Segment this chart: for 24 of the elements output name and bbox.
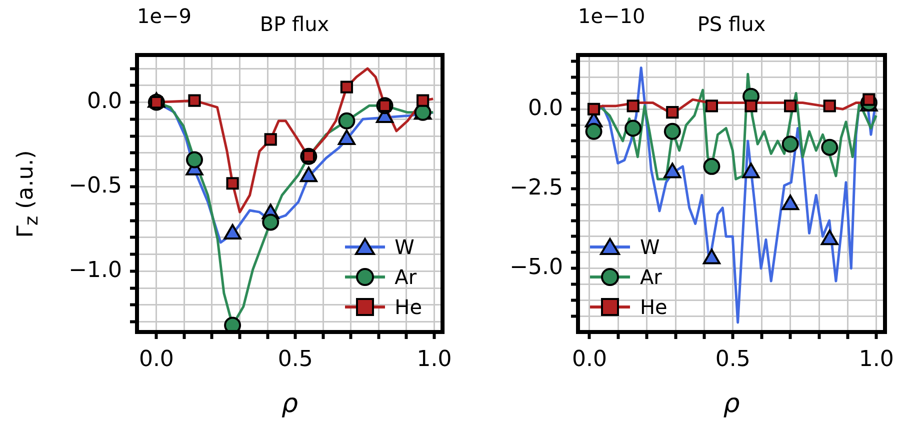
x-axis-title: ρ: [282, 389, 299, 420]
y-tick-label: −5.0: [510, 255, 563, 280]
legend-label: He: [640, 294, 668, 321]
legend-label: Ar: [394, 264, 417, 291]
chart-title: BP flux: [260, 12, 330, 36]
text: 1e−9: [137, 4, 192, 28]
y-tick-label: −2.5: [510, 175, 563, 200]
chart-title: PS flux: [697, 12, 766, 36]
y-tick-label: 0.0: [528, 96, 563, 121]
text: 1e−10: [578, 4, 646, 28]
y-tick-label: −0.5: [68, 173, 122, 198]
y-tick-label: 0.0: [87, 89, 122, 114]
x-tick-label: 1.0: [416, 346, 452, 372]
y-tick-label: −1.0: [68, 258, 122, 283]
legend-label: Ar: [640, 264, 662, 291]
x-tick-label: 0.5: [278, 346, 313, 372]
x-tick-label: 0.0: [572, 346, 607, 372]
x-axis-title: ρ: [723, 389, 740, 420]
x-tick-label: 1.0: [858, 346, 894, 372]
x-tick-label: 0.0: [138, 346, 174, 372]
legend-label: W: [394, 234, 414, 261]
legend-label: W: [640, 234, 660, 261]
legend-label: He: [394, 294, 422, 321]
x-tick-label: 0.5: [715, 346, 750, 372]
